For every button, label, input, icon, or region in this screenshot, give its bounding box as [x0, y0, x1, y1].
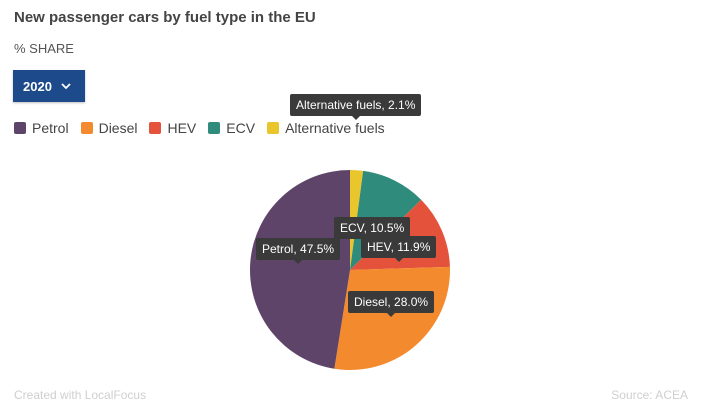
source-text: Source: ACEA: [611, 388, 688, 402]
legend-item-diesel[interactable]: Diesel: [80, 120, 138, 136]
chart-subtitle: % SHARE: [14, 41, 74, 56]
legend-label: Alternative fuels: [285, 120, 385, 136]
legend-swatch: [149, 122, 162, 134]
legend-label: ECV: [226, 120, 256, 136]
chevron-down-icon: [61, 82, 71, 90]
legend-item-petrol[interactable]: Petrol: [14, 120, 69, 136]
pie-slice-petrol[interactable]: [250, 170, 350, 369]
data-label-ecv: ECV, 10.5%: [334, 217, 411, 243]
legend-swatch: [267, 122, 280, 134]
legend-label: Diesel: [98, 120, 138, 136]
data-label-diesel: Diesel, 28.0%: [348, 291, 435, 317]
legend-label: Petrol: [32, 120, 69, 136]
credit-text: Created with LocalFocus: [14, 388, 147, 402]
chart-title: New passenger cars by fuel type in the E…: [14, 9, 316, 26]
pie-slice-diesel[interactable]: [334, 266, 450, 370]
legend-item-ecv[interactable]: ECV: [208, 120, 255, 136]
legend-swatch: [80, 122, 93, 134]
legend-item-hev[interactable]: HEV: [149, 120, 196, 136]
legend-swatch: [14, 122, 26, 134]
legend-label: HEV: [167, 120, 197, 136]
data-label-petrol: Petrol, 47.5%: [256, 238, 341, 264]
data-label-hev: HEV, 11.9%: [361, 236, 437, 262]
legend-swatch: [208, 122, 221, 134]
legend: Petrol Diesel HEV ECV Alternative fuels: [14, 120, 397, 136]
legend-item-alternative-fuels[interactable]: Alternative fuels: [267, 120, 385, 136]
data-label-alternative-fuels: Alternative fuels, 2.1%: [290, 94, 422, 120]
year-select[interactable]: 2020: [13, 70, 85, 102]
year-select-value: 2020: [23, 78, 52, 94]
